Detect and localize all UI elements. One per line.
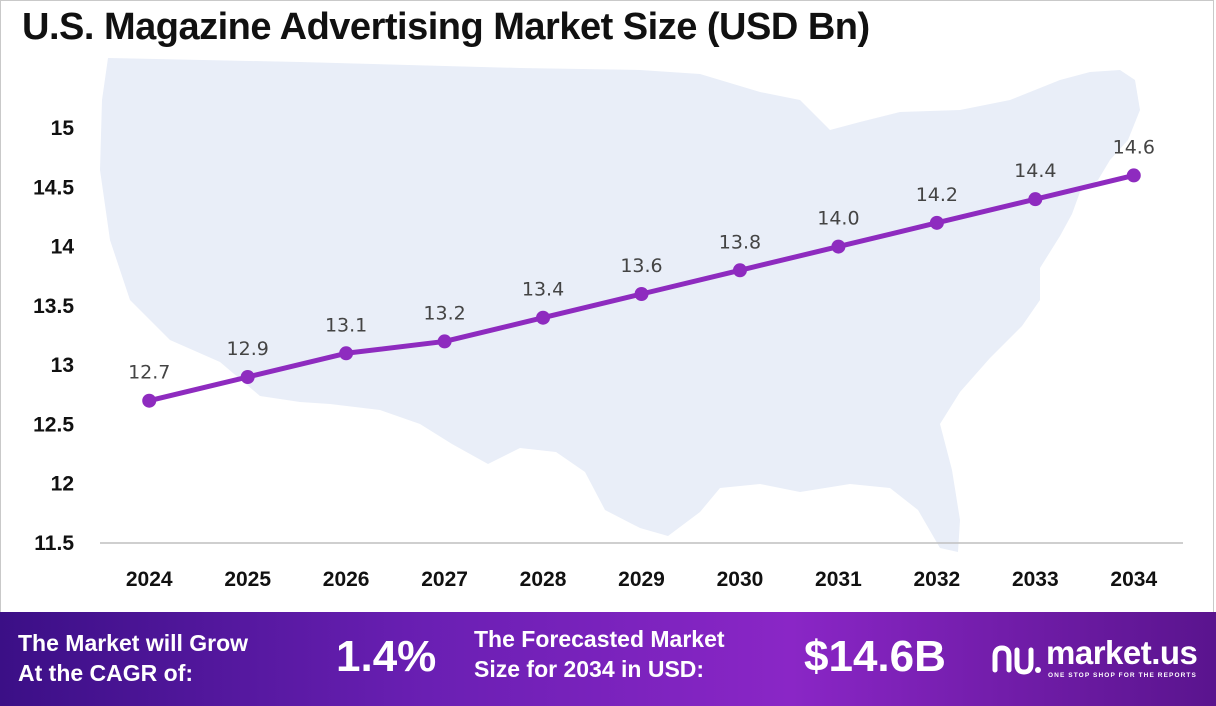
y-axis: 11.5 12 12.5 13 13.5 14 14.5 15 [33,117,74,555]
data-label: 13.1 [325,314,367,336]
data-label: 14.6 [1113,136,1155,158]
cagr-label: The Market will Grow At the CAGR of: [18,628,248,688]
brand-tagline: ONE STOP SHOP FOR THE REPORTS [1048,672,1197,679]
data-point [929,215,944,230]
x-tick-label: 2027 [421,568,468,591]
x-tick-label: 2031 [815,568,862,591]
forecast-value: $14.6B [804,632,946,681]
cagr-value: 1.4% [336,632,437,681]
x-tick-label: 2034 [1110,568,1157,591]
data-label: 13.6 [620,255,662,277]
y-tick-label: 12.5 [33,413,74,436]
data-labels: 12.7 12.9 13.1 13.2 13.4 13.6 13.8 14.0 14.2 14.4… [128,136,1155,383]
data-label: 13.4 [522,279,564,301]
x-tick-label: 2025 [224,568,271,591]
forecast-label: The Forecasted Market Size for 2034 in U… [474,624,725,684]
y-tick-label: 14 [51,236,75,259]
market-us-logo-icon [992,645,1041,675]
y-tick-label: 14.5 [33,176,74,199]
x-tick-label: 2028 [520,568,567,591]
usa-map-silhouette [100,58,1140,552]
series-line [142,168,1141,408]
data-point [437,334,452,349]
data-point [634,287,649,301]
y-tick-label: 15 [51,117,75,140]
x-tick-label: 2029 [618,568,665,591]
forecast-label-line1: The Forecasted Market [474,626,725,652]
chart-title: U.S. Magazine Advertising Market Size (U… [22,6,870,48]
data-point [1028,192,1043,207]
y-tick-label: 12 [51,473,74,496]
forecast-label-line2: Size for 2034 in USD: [474,656,705,682]
data-point [536,310,551,325]
x-tick-label: 2030 [717,568,764,591]
data-point [339,346,354,361]
y-tick-label: 13 [51,354,74,377]
cagr-label-line1: The Market will Grow [18,630,249,656]
data-label: 14.2 [916,184,958,206]
x-tick-label: 2033 [1012,568,1059,591]
data-label: 13.8 [719,231,761,253]
line-chart: 2024 2025 2026 2027 2028 2029 2030 2031 2032 2033… [33,58,1183,591]
data-point [142,393,157,408]
x-axis: 2024 2025 2026 2027 2028 2029 2030 2031 2032 2033… [100,542,1183,591]
data-label: 12.9 [227,338,269,360]
data-label: 13.2 [423,302,465,324]
x-tick-label: 2032 [914,568,961,591]
y-tick-label: 13.5 [33,295,74,318]
data-label: 14.4 [1014,160,1056,182]
data-label: 12.7 [128,362,170,384]
data-point [1126,168,1141,183]
brand-logo[interactable]: market.us ONE STOP SHOP FOR THE REPORTS [990,634,1216,684]
data-label: 14.0 [817,208,859,230]
x-tick-label: 2024 [126,568,173,591]
data-point [732,263,747,278]
cagr-label-line2: At the CAGR of: [18,660,194,686]
x-tick-label: 2026 [323,568,370,591]
y-tick-label: 11.5 [34,532,74,555]
brand-name: market.us [1046,634,1198,671]
data-point [831,239,846,254]
data-point [240,370,255,384]
footer-banner: The Market will Grow At the CAGR of: 1.4… [0,612,1216,706]
